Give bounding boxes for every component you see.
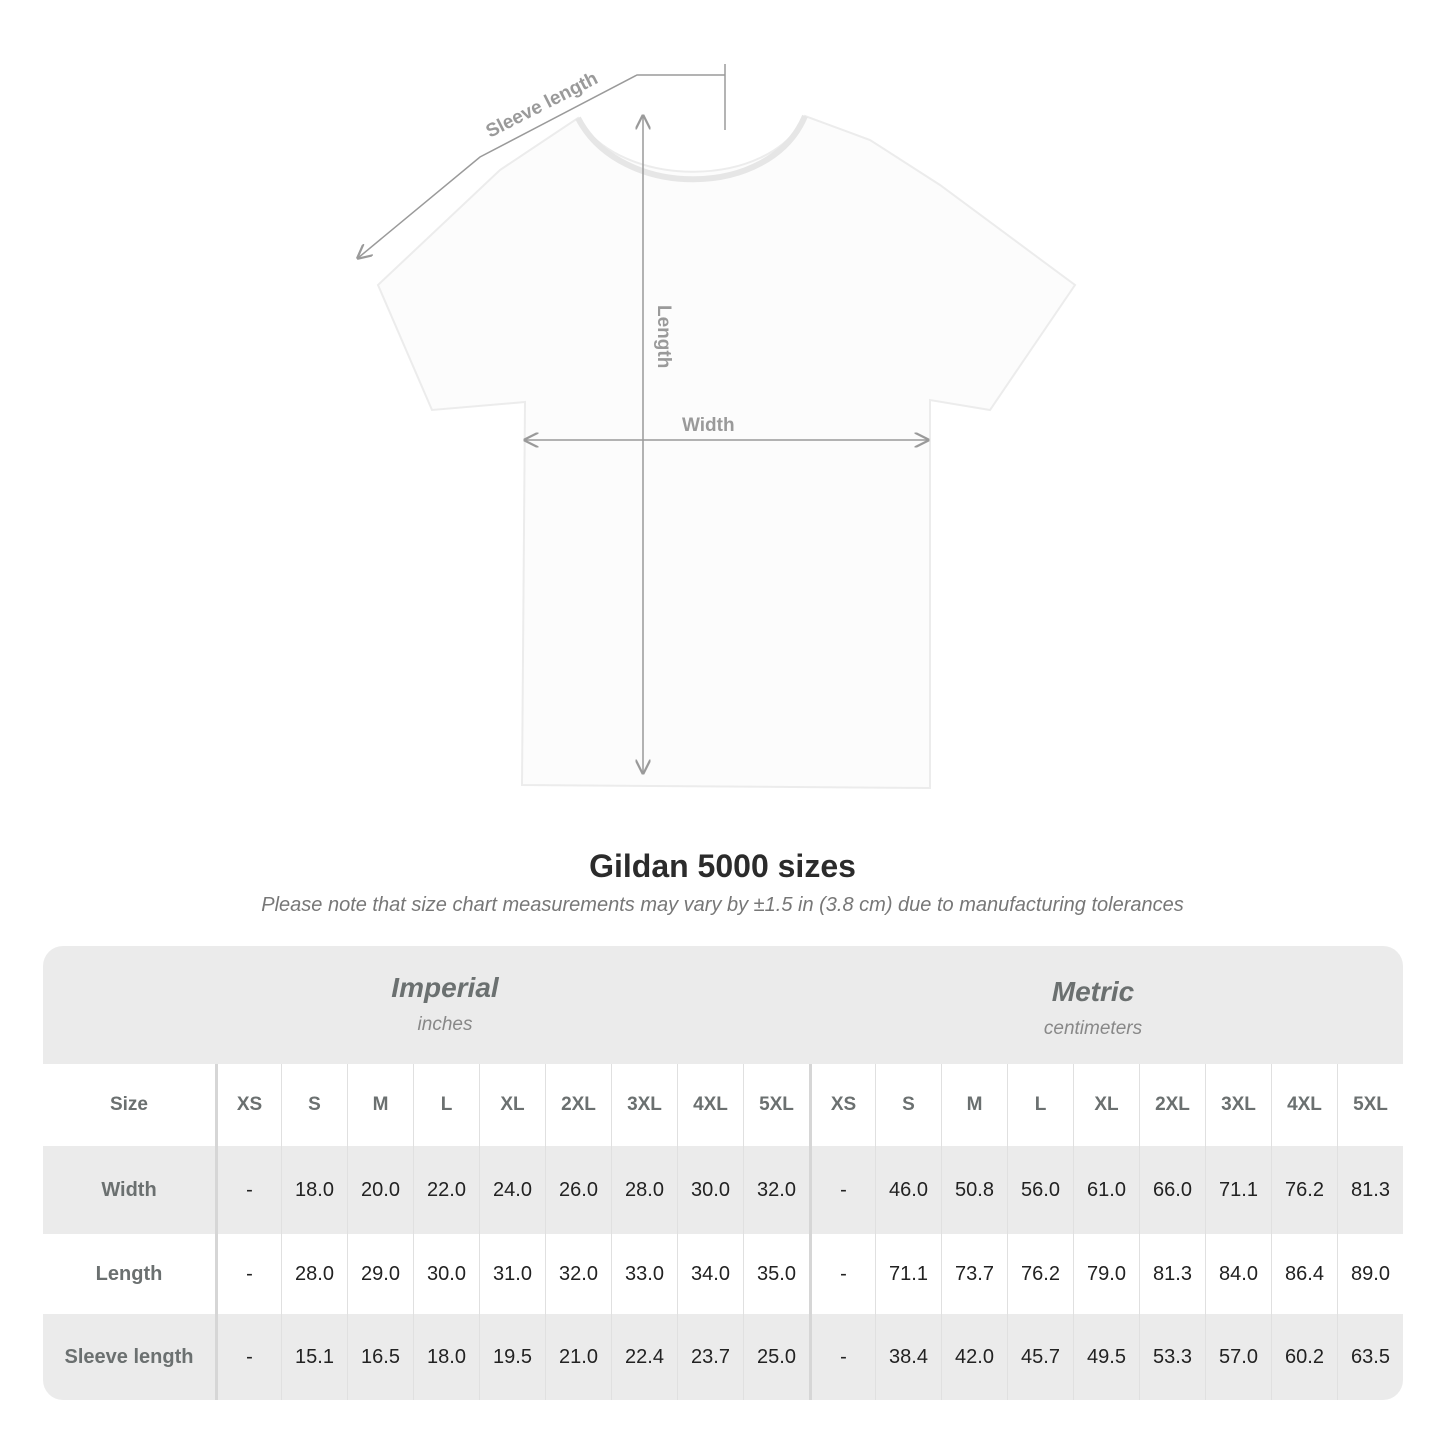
size-column-header: L — [1007, 1064, 1073, 1146]
size-column-header: S — [281, 1064, 347, 1146]
tshirt-diagram: Sleeve length Length Width — [0, 64, 1077, 790]
table-cell: 25.0 — [743, 1314, 809, 1400]
table-cell: 49.5 — [1073, 1314, 1139, 1400]
size-column-header: XL — [479, 1064, 545, 1146]
table-cell: 19.5 — [479, 1314, 545, 1400]
size-column-header: 4XL — [1271, 1064, 1337, 1146]
table-cell: 20.0 — [347, 1146, 413, 1234]
table-cell: 26.0 — [545, 1146, 611, 1234]
table-cell: 28.0 — [281, 1234, 347, 1314]
size-column-header: 5XL — [1337, 1064, 1403, 1146]
table-row: Width -18.0 20.0 22.0 24.0 26.0 28.0 30.0 32.0-4… — [43, 1146, 1403, 1234]
table-cell: 66.0 — [1139, 1146, 1205, 1234]
table-cell: 32.0 — [545, 1234, 611, 1314]
table-cell: 45.7 — [1007, 1314, 1073, 1400]
sleeve-length-line — [358, 74, 725, 258]
table-cell: 86.4 — [1271, 1234, 1337, 1314]
table-cell: 21.0 — [545, 1314, 611, 1400]
size-column-header: 2XL — [1139, 1064, 1205, 1146]
table-cell: - — [215, 1146, 281, 1234]
size-column-header: XS — [809, 1064, 875, 1146]
table-row: Sleeve length -15.1 16.5 18.0 19.5 21.0 22.4 23… — [43, 1314, 1403, 1400]
table-cell: 24.0 — [479, 1146, 545, 1234]
table-cell: 81.3 — [1139, 1234, 1205, 1314]
table-row: Length -28.0 29.0 30.0 31.0 32.0 33.0 34.0 35.0-… — [43, 1234, 1403, 1314]
header-row: Size XS S M L XL 2XL 3XL 4XL 5XL XS S M L XL 2XL 3XL 4XL 5… — [43, 1064, 1403, 1146]
row-label: Sleeve length — [64, 1345, 194, 1368]
table-cell: - — [809, 1314, 875, 1400]
metric-title: Metric — [1051, 976, 1135, 1007]
table-cell: - — [809, 1146, 875, 1234]
table-cell: 60.2 — [1271, 1314, 1337, 1400]
row-label: Width — [101, 1178, 157, 1201]
size-header: Size — [109, 1094, 149, 1115]
table-cell: 22.0 — [413, 1146, 479, 1234]
table-cell: 76.2 — [1271, 1146, 1337, 1234]
size-table: Imperial inches Metric centimeters Size X… — [43, 946, 1403, 1400]
table-cell: 18.0 — [413, 1314, 479, 1400]
table-cell: 35.0 — [743, 1234, 809, 1314]
table-cell: 57.0 — [1205, 1314, 1271, 1400]
table-cell: 73.7 — [941, 1234, 1007, 1314]
metric-unit: centimeters — [1043, 1018, 1143, 1039]
table-cell: 30.0 — [677, 1146, 743, 1234]
tolerance-note: Please note that size chart measurements… — [261, 894, 1184, 916]
imperial-unit: inches — [417, 1014, 473, 1035]
size-column-header: 3XL — [611, 1064, 677, 1146]
length-label: Length — [653, 305, 674, 368]
table-cell: 32.0 — [743, 1146, 809, 1234]
table-cell: - — [215, 1314, 281, 1400]
table-cell: 53.3 — [1139, 1314, 1205, 1400]
tshirt-shape — [376, 114, 1077, 790]
table-cell: 29.0 — [347, 1234, 413, 1314]
table-cell: 56.0 — [1007, 1146, 1073, 1234]
table-cell: 16.5 — [347, 1314, 413, 1400]
table-cell: 79.0 — [1073, 1234, 1139, 1314]
size-column-header: 3XL — [1205, 1064, 1271, 1146]
table-cell: 50.8 — [941, 1146, 1007, 1234]
size-column-header: 4XL — [677, 1064, 743, 1146]
size-column-header: XL — [1073, 1064, 1139, 1146]
table-cell: - — [809, 1234, 875, 1314]
table-cell: 30.0 — [413, 1234, 479, 1314]
size-column-header: 5XL — [743, 1064, 809, 1146]
row-label: Length — [95, 1262, 163, 1285]
imperial-header: Imperial inches — [145, 972, 745, 1036]
table-cell: 89.0 — [1337, 1234, 1403, 1314]
table-cell: 71.1 — [1205, 1146, 1271, 1234]
size-column-header: M — [347, 1064, 413, 1146]
table-cell: 63.5 — [1337, 1314, 1403, 1400]
table-cell: - — [215, 1234, 281, 1314]
table-cell: 15.1 — [281, 1314, 347, 1400]
table-cell: 76.2 — [1007, 1234, 1073, 1314]
table-cell: 81.3 — [1337, 1146, 1403, 1234]
table-cell: 84.0 — [1205, 1234, 1271, 1314]
table-cell: 34.0 — [677, 1234, 743, 1314]
imperial-title: Imperial — [391, 972, 499, 1003]
page-title: Gildan 5000 sizes — [589, 848, 856, 884]
size-column-header: 2XL — [545, 1064, 611, 1146]
size-column-header: L — [413, 1064, 479, 1146]
size-column-header: XS — [215, 1064, 281, 1146]
table-cell: 22.4 — [611, 1314, 677, 1400]
metric-header: Metric centimeters — [793, 976, 1393, 1040]
unit-header: Imperial inches Metric centimeters — [43, 946, 1403, 1064]
table-cell: 71.1 — [875, 1234, 941, 1314]
table-cell: 46.0 — [875, 1146, 941, 1234]
table-cell: 38.4 — [875, 1314, 941, 1400]
width-label: Width — [682, 415, 735, 436]
table-cell: 33.0 — [611, 1234, 677, 1314]
table-cell: 61.0 — [1073, 1146, 1139, 1234]
size-column-header: M — [941, 1064, 1007, 1146]
table-cell: 31.0 — [479, 1234, 545, 1314]
size-column-header: S — [875, 1064, 941, 1146]
table-cell: 23.7 — [677, 1314, 743, 1400]
table-cell: 18.0 — [281, 1146, 347, 1234]
table-cell: 42.0 — [941, 1314, 1007, 1400]
table-cell: 28.0 — [611, 1146, 677, 1234]
